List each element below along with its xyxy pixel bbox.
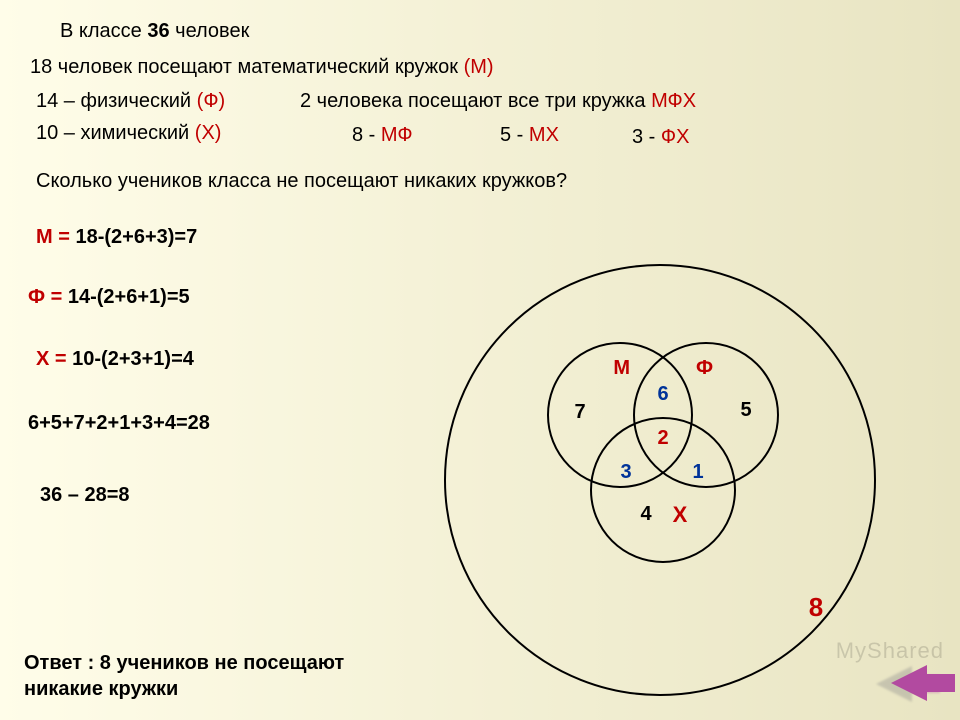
n-only-f: 5: [740, 399, 751, 421]
label-m: М: [613, 357, 630, 379]
n-only-x: 4: [640, 503, 652, 525]
pair-fx: 3 - ФХ: [632, 126, 689, 149]
txt: В классе: [60, 20, 147, 42]
txt-red: МФ: [381, 124, 413, 146]
calc-m: М = 18-(2+6+3)=7: [36, 226, 197, 249]
label-f: Ф: [696, 357, 713, 379]
txt: 5 -: [500, 124, 529, 146]
txt-bold: 36: [147, 20, 169, 42]
question: Сколько учеников класса не посещают ника…: [36, 170, 567, 193]
txt-red: М =: [36, 226, 70, 248]
pair-mf: 8 - МФ: [352, 124, 413, 147]
txt-red: МФХ: [651, 90, 696, 112]
line-chem: 10 – химический (Х): [36, 122, 221, 145]
txt-red: (М): [458, 56, 494, 78]
back-arrow-button[interactable]: [870, 662, 948, 704]
txt: 18-(2+6+3)=7: [70, 226, 197, 248]
txt: 18 человек посещают математический кружо…: [30, 56, 458, 78]
txt-red: ФХ: [661, 126, 690, 148]
txt-red: МХ: [529, 124, 559, 146]
line-math: 18 человек посещают математический кружо…: [30, 56, 494, 79]
calc-diff: 36 – 28=8: [40, 484, 130, 507]
pair-mx: 5 - МХ: [500, 124, 559, 147]
txt: человек: [170, 20, 250, 42]
txt-red: Ф =: [28, 286, 62, 308]
answer-2: никакие кружки: [24, 678, 178, 701]
txt: 2 человека посещают все три кружка: [300, 90, 651, 112]
n-fx: 1: [692, 461, 703, 483]
txt: 8 -: [352, 124, 381, 146]
watermark: MyShared: [836, 638, 944, 664]
txt-red: Х =: [36, 348, 67, 370]
n-universe: 8: [809, 592, 823, 622]
txt-red: (Ф): [197, 90, 226, 112]
txt: 14-(2+6+1)=5: [62, 286, 189, 308]
arrow-left-icon: [891, 665, 927, 701]
universe-circle: [445, 265, 875, 695]
label-x: Х: [673, 502, 688, 527]
n-mx: 3: [620, 461, 631, 483]
txt-red: (Х): [195, 122, 222, 144]
n-only-m: 7: [574, 401, 585, 423]
answer-1: Ответ : 8 учеников не посещают: [24, 652, 344, 675]
line-phys: 14 – физический (Ф): [36, 90, 225, 113]
n-mf: 6: [657, 383, 668, 405]
txt: 10-(2+3+1)=4: [67, 348, 194, 370]
txt: 14 – физический: [36, 90, 197, 112]
txt: 3 -: [632, 126, 661, 148]
line-total: В классе 36 человек: [60, 20, 249, 43]
calc-sum: 6+5+7+2+1+3+4=28: [28, 412, 210, 435]
n-mfx: 2: [657, 427, 668, 449]
calc-x: Х = 10-(2+3+1)=4: [36, 348, 194, 371]
line-allthree: 2 человека посещают все три кружка МФХ: [300, 90, 696, 113]
txt: 10 – химический: [36, 122, 195, 144]
calc-f: Ф = 14-(2+6+1)=5: [28, 286, 190, 309]
